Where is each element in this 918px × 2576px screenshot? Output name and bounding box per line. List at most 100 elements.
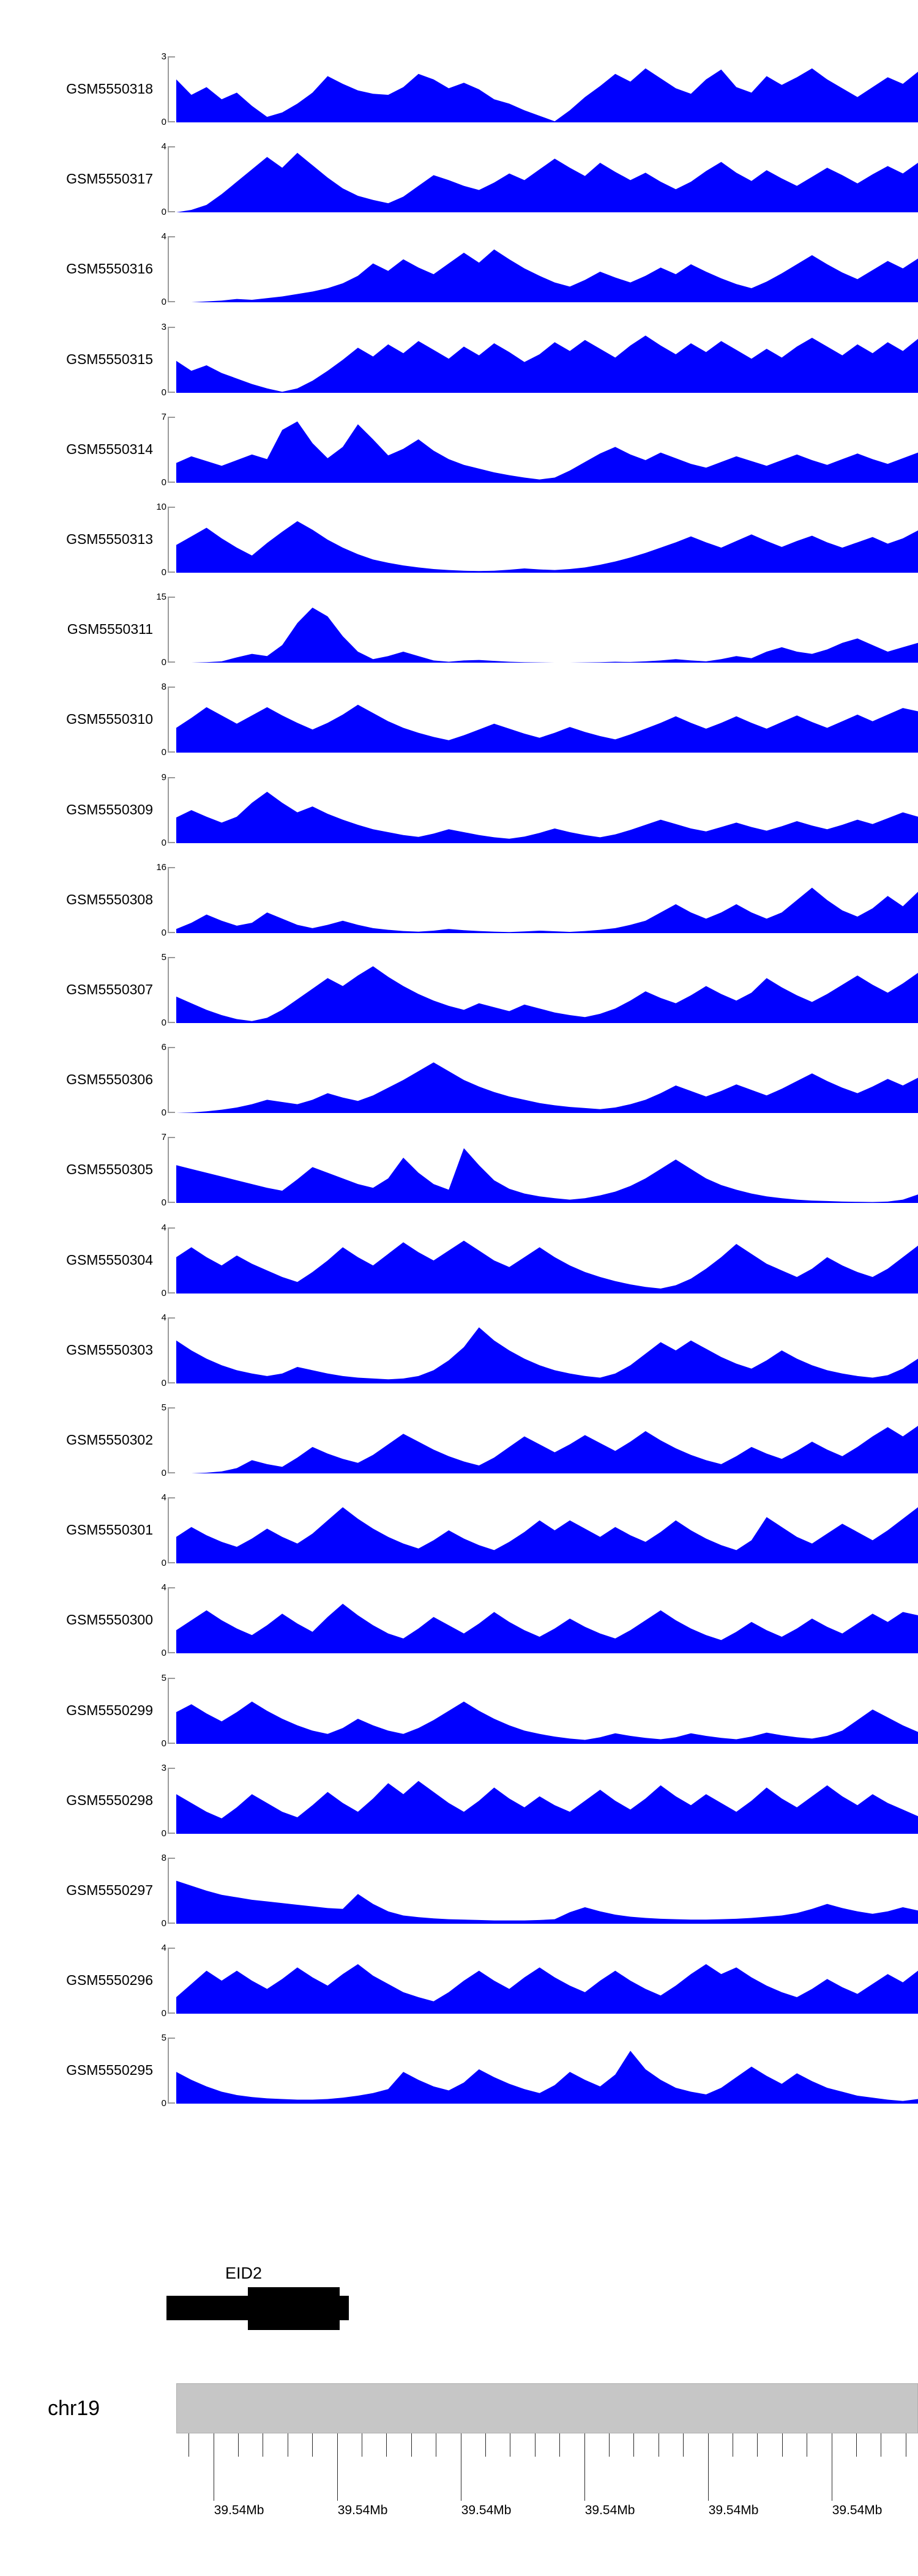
track-sample-label: GSM5550313 <box>66 531 153 547</box>
y-axis-min-label: 0 <box>161 297 166 308</box>
y-axis-min-label: 0 <box>161 1558 166 1569</box>
y-axis-min-label: 0 <box>161 1918 166 1929</box>
coverage-area-plot <box>176 417 918 483</box>
ruler-tick-label: 39.54Mb <box>337 2503 388 2517</box>
ruler-tick-label: 39.54Mb <box>584 2503 635 2517</box>
coverage-track: GSM5550310 8 0 <box>0 682 918 776</box>
track-y-axis: 15 0 <box>156 592 176 667</box>
y-axis-bracket <box>168 1317 175 1383</box>
y-axis-bracket <box>168 597 175 663</box>
y-axis-bracket <box>168 1497 175 1564</box>
y-axis-max-label: 4 <box>161 141 166 152</box>
track-sample-label: GSM5550307 <box>66 981 153 997</box>
gene-exon-box[interactable] <box>248 2287 340 2330</box>
y-axis-min-label: 0 <box>161 1377 166 1388</box>
y-axis-bracket <box>168 776 175 843</box>
coverage-track: GSM5550315 3 0 <box>0 322 918 417</box>
y-axis-max-label: 4 <box>161 231 166 242</box>
y-axis-max-label: 3 <box>161 321 166 332</box>
coverage-area-plot <box>176 507 918 573</box>
coverage-track: GSM5550302 5 0 <box>0 1403 918 1497</box>
y-axis-min-label: 0 <box>161 1287 166 1298</box>
y-axis-max-label: 4 <box>161 1943 166 1954</box>
y-axis-max-label: 5 <box>161 1672 166 1683</box>
coverage-track: GSM5550317 4 0 <box>0 142 918 236</box>
coverage-area-plot <box>176 687 918 753</box>
coverage-area-plot <box>176 146 918 213</box>
y-axis-max-label: 4 <box>161 1492 166 1503</box>
ruler-minor-tick <box>312 2433 313 2457</box>
y-axis-bracket <box>168 957 175 1023</box>
y-axis-bracket <box>168 1587 175 1654</box>
track-sample-label: GSM5550299 <box>66 1702 153 1718</box>
coverage-track: GSM5550300 4 0 <box>0 1583 918 1677</box>
coverage-track: GSM5550308 16 0 <box>0 863 918 957</box>
y-axis-max-label: 4 <box>161 1312 166 1323</box>
coverage-area-plot <box>176 1317 918 1383</box>
chromosome-ideogram-bar[interactable] <box>176 2383 918 2433</box>
track-sample-label: GSM5550300 <box>66 1612 153 1628</box>
coverage-area-plot <box>176 1047 918 1114</box>
y-axis-bracket <box>168 1407 175 1473</box>
coverage-area-plot <box>176 1497 918 1564</box>
track-sample-label: GSM5550306 <box>66 1071 153 1088</box>
ruler-major-tick <box>707 2433 709 2501</box>
ruler-tick-label: 39.54Mb <box>832 2503 883 2517</box>
y-axis-bracket <box>168 236 175 303</box>
y-axis-min-label: 0 <box>161 1738 166 1749</box>
track-sample-label: GSM5550309 <box>66 801 153 817</box>
y-axis-bracket <box>168 1767 175 1834</box>
coverage-track: GSM5550318 3 0 <box>0 52 918 146</box>
y-axis-bracket <box>168 507 175 573</box>
track-sample-label: GSM5550318 <box>66 81 153 97</box>
y-axis-max-label: 4 <box>161 1582 166 1593</box>
y-axis-bracket <box>168 326 175 393</box>
y-axis-min-label: 0 <box>161 477 166 488</box>
ruler-minor-tick <box>856 2433 857 2457</box>
y-axis-min-label: 0 <box>161 1107 166 1119</box>
y-axis-min-label: 0 <box>161 1197 166 1208</box>
y-axis-bracket <box>168 1227 175 1294</box>
ruler-tick-label: 39.54Mb <box>214 2503 264 2517</box>
y-axis-bracket <box>168 416 175 483</box>
y-axis-max-label: 15 <box>156 592 166 603</box>
ruler-minor-tick <box>757 2433 758 2457</box>
y-axis-bracket <box>168 687 175 753</box>
gene-name-label: EID2 <box>225 2264 263 2282</box>
coverage-track: GSM5550311 15 0 <box>0 592 918 687</box>
y-axis-bracket <box>168 1137 175 1204</box>
track-sample-label: GSM5550316 <box>66 261 153 277</box>
y-axis-bracket <box>168 56 175 122</box>
coverage-area-plot <box>176 1587 918 1654</box>
y-axis-max-label: 7 <box>161 1132 166 1143</box>
coverage-area-plot <box>176 56 918 122</box>
y-axis-min-label: 0 <box>161 117 166 127</box>
ruler-minor-tick <box>188 2433 190 2457</box>
coverage-track: GSM5550304 4 0 <box>0 1223 918 1317</box>
ruler-major-tick <box>584 2433 585 2501</box>
y-axis-bracket <box>168 2038 175 2104</box>
ruler-major-tick <box>337 2433 338 2501</box>
y-axis-max-label: 6 <box>161 1042 166 1053</box>
coverage-track: GSM5550305 7 0 <box>0 1133 918 1227</box>
coverage-track: GSM5550301 4 0 <box>0 1493 918 1587</box>
ruler-minor-tick <box>386 2433 387 2457</box>
coverage-area-plot <box>176 1407 918 1473</box>
track-sample-label: GSM5550308 <box>66 891 153 907</box>
track-sample-label: GSM5550298 <box>66 1792 153 1808</box>
y-axis-max-label: 5 <box>161 1402 166 1413</box>
ruler-minor-tick <box>782 2433 783 2457</box>
ruler-minor-tick <box>609 2433 610 2457</box>
ruler-tick-label: 39.54Mb <box>461 2503 512 2517</box>
y-axis-min-label: 0 <box>161 927 166 938</box>
